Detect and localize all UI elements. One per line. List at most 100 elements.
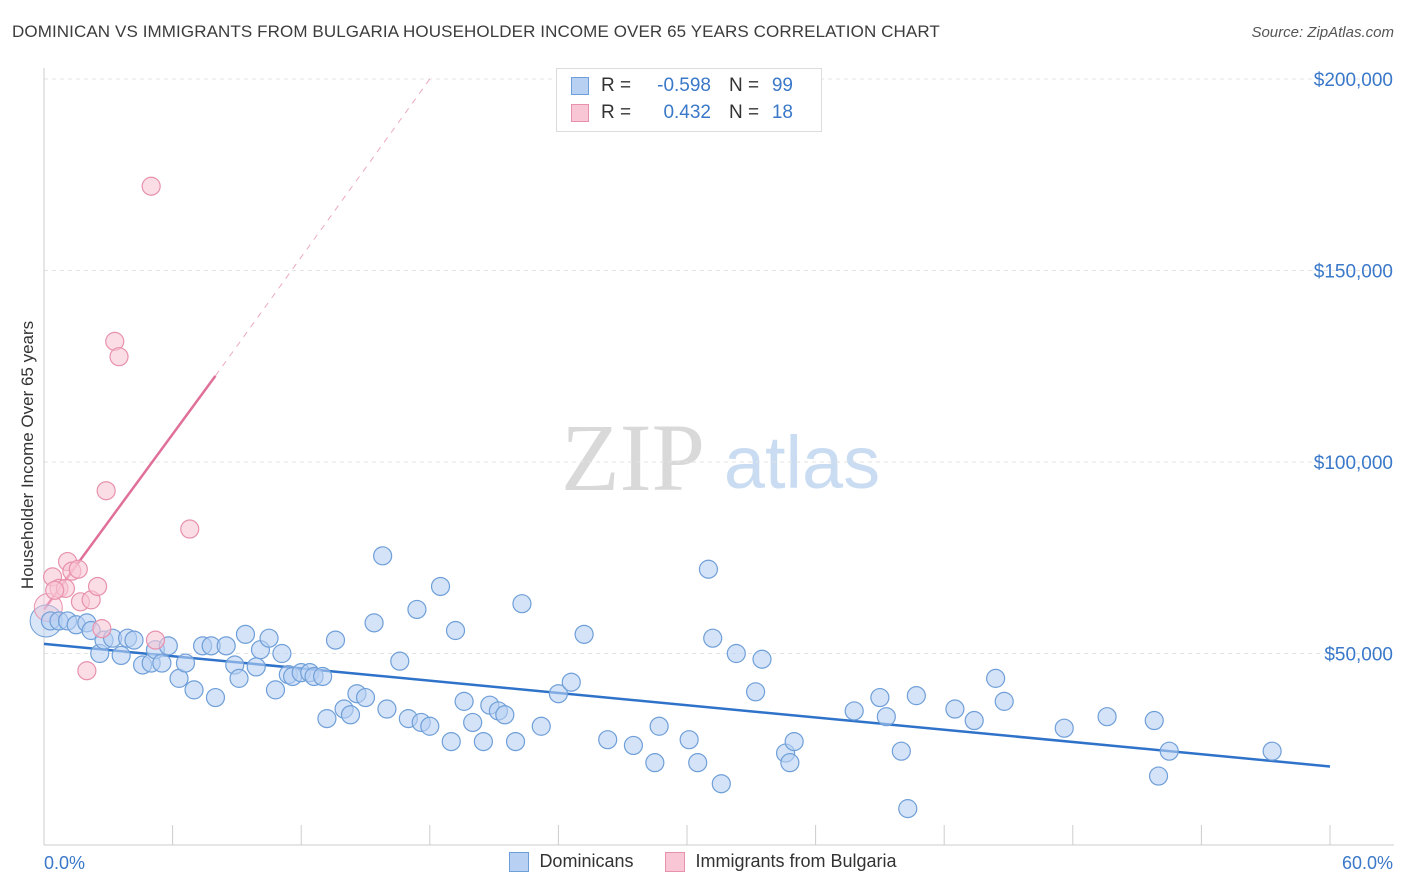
data-point-dominicans — [111, 645, 131, 666]
data-point-dominicans — [745, 682, 766, 702]
data-point-dominicans — [645, 753, 665, 773]
data-point-dominicans — [420, 716, 440, 736]
data-point-dominicans — [891, 741, 911, 761]
data-point-dominicans — [780, 753, 800, 773]
data-point-dominicans — [259, 628, 279, 648]
data-point-dominicans — [876, 707, 896, 727]
r-label: R = — [601, 75, 632, 96]
data-point-dominicans — [1097, 707, 1117, 727]
legend-row-dominicans: R = -0.598 N = 99 — [571, 74, 793, 98]
data-point-dominicans — [898, 799, 918, 819]
data-point-dominicans — [454, 691, 474, 711]
data-point-dominicans — [945, 699, 965, 719]
data-point-dominicans — [1262, 741, 1282, 761]
data-point-dominicans — [512, 594, 532, 614]
data-point-dominicans — [1054, 718, 1074, 738]
data-point-bulgaria — [87, 576, 108, 597]
legend-item-dominicans[interactable]: Dominicans — [509, 851, 633, 872]
data-point-bulgaria — [141, 176, 161, 196]
data-point-dominicans — [688, 753, 708, 773]
data-points — [29, 176, 1282, 819]
legend-item-bulgaria[interactable]: Immigrants from Bulgaria — [665, 851, 897, 872]
data-point-dominicans — [473, 731, 493, 752]
r-value: -0.598 — [657, 75, 711, 96]
data-point-dominicans — [216, 636, 236, 656]
data-point-dominicans — [377, 699, 397, 719]
data-point-dominicans — [373, 546, 393, 566]
y-tick-label: $100,000 — [1314, 453, 1393, 474]
legend-label-bulgaria: Immigrants from Bulgaria — [695, 851, 897, 871]
data-point-dominicans — [844, 701, 864, 721]
data-point-bulgaria — [92, 619, 112, 639]
x-tick-labels: 0.0% 60.0% — [44, 853, 1393, 873]
trend-line-bulgaria-extended — [215, 78, 431, 377]
data-point-dominicans — [317, 709, 337, 729]
data-point-dominicans — [124, 630, 144, 650]
data-point-dominicans — [364, 613, 384, 633]
data-point-dominicans — [1159, 741, 1179, 761]
data-point-dominicans — [505, 731, 526, 752]
y-tick-label: $50,000 — [1324, 645, 1393, 666]
legend-swatch-blue — [571, 77, 589, 95]
data-point-bulgaria — [180, 519, 200, 539]
data-point-dominicans — [698, 559, 719, 579]
data-point-bulgaria — [77, 661, 97, 681]
n-label: N = — [729, 75, 760, 96]
data-point-bulgaria — [96, 481, 116, 501]
data-point-dominicans — [703, 628, 723, 648]
watermark-atlas: atlas — [724, 421, 880, 504]
data-point-dominicans — [726, 643, 746, 664]
n-value: 99 — [771, 75, 793, 96]
data-point-dominicans — [235, 624, 256, 644]
data-point-dominicans — [430, 576, 451, 597]
data-point-dominicans — [906, 686, 926, 706]
y-tick-label: $150,000 — [1314, 262, 1393, 283]
data-point-bulgaria — [68, 559, 88, 579]
data-point-dominicans — [574, 624, 594, 644]
data-point-dominicans — [441, 731, 461, 752]
watermark: ZIP atlas — [561, 404, 880, 511]
y-axis-label: Householder Income Over 65 years — [18, 320, 37, 590]
r-label: R = — [601, 102, 632, 123]
n-label: N = — [729, 102, 760, 123]
y-tick-label: $200,000 — [1314, 70, 1393, 91]
data-point-dominicans — [390, 651, 410, 671]
data-point-dominicans — [986, 668, 1006, 688]
n-value: 18 — [771, 102, 793, 123]
data-point-dominicans — [313, 666, 333, 687]
data-point-bulgaria — [145, 630, 166, 650]
data-point-dominicans — [463, 712, 483, 733]
r-value: 0.432 — [663, 102, 711, 123]
data-point-dominicans — [495, 705, 515, 725]
source-label: Source: ZipAtlas.com — [1251, 24, 1394, 41]
grid — [44, 78, 1394, 654]
data-point-dominicans — [340, 705, 361, 725]
legend-swatch-bulgaria — [665, 851, 686, 872]
data-point-dominicans — [964, 710, 984, 731]
y-tick-labels: $50,000 $100,000 $150,000 $200,000 — [1314, 70, 1393, 666]
data-point-dominicans — [649, 716, 669, 736]
data-point-dominicans — [152, 653, 172, 673]
chart-title: DOMINICAN VS IMMIGRANTS FROM BULGARIA HO… — [12, 22, 940, 41]
data-point-dominicans — [184, 680, 204, 700]
data-point-dominicans — [1144, 710, 1164, 731]
legend-swatch-dominicans — [509, 851, 530, 872]
legend-label-dominicans: Dominicans — [539, 851, 634, 871]
x-tick-label: 60.0% — [1342, 853, 1393, 873]
data-point-dominicans — [561, 672, 581, 692]
data-point-dominicans — [598, 730, 618, 750]
data-point-dominicans — [355, 687, 376, 708]
legend-swatch-pink — [571, 104, 589, 122]
axes — [43, 68, 1394, 846]
data-point-dominicans — [246, 657, 266, 677]
legend-row-bulgaria: R = 0.432 N = 18 — [571, 101, 793, 125]
data-point-dominicans — [994, 691, 1014, 711]
data-point-bulgaria — [45, 580, 65, 600]
correlation-legend: R = -0.598 N = 99 R = 0.432 N = 18 — [556, 68, 822, 132]
data-point-dominicans — [205, 687, 226, 708]
data-point-dominicans — [407, 599, 427, 620]
watermark-zip: ZIP — [561, 404, 705, 511]
data-point-dominicans — [229, 668, 249, 688]
data-point-dominicans — [548, 684, 569, 704]
